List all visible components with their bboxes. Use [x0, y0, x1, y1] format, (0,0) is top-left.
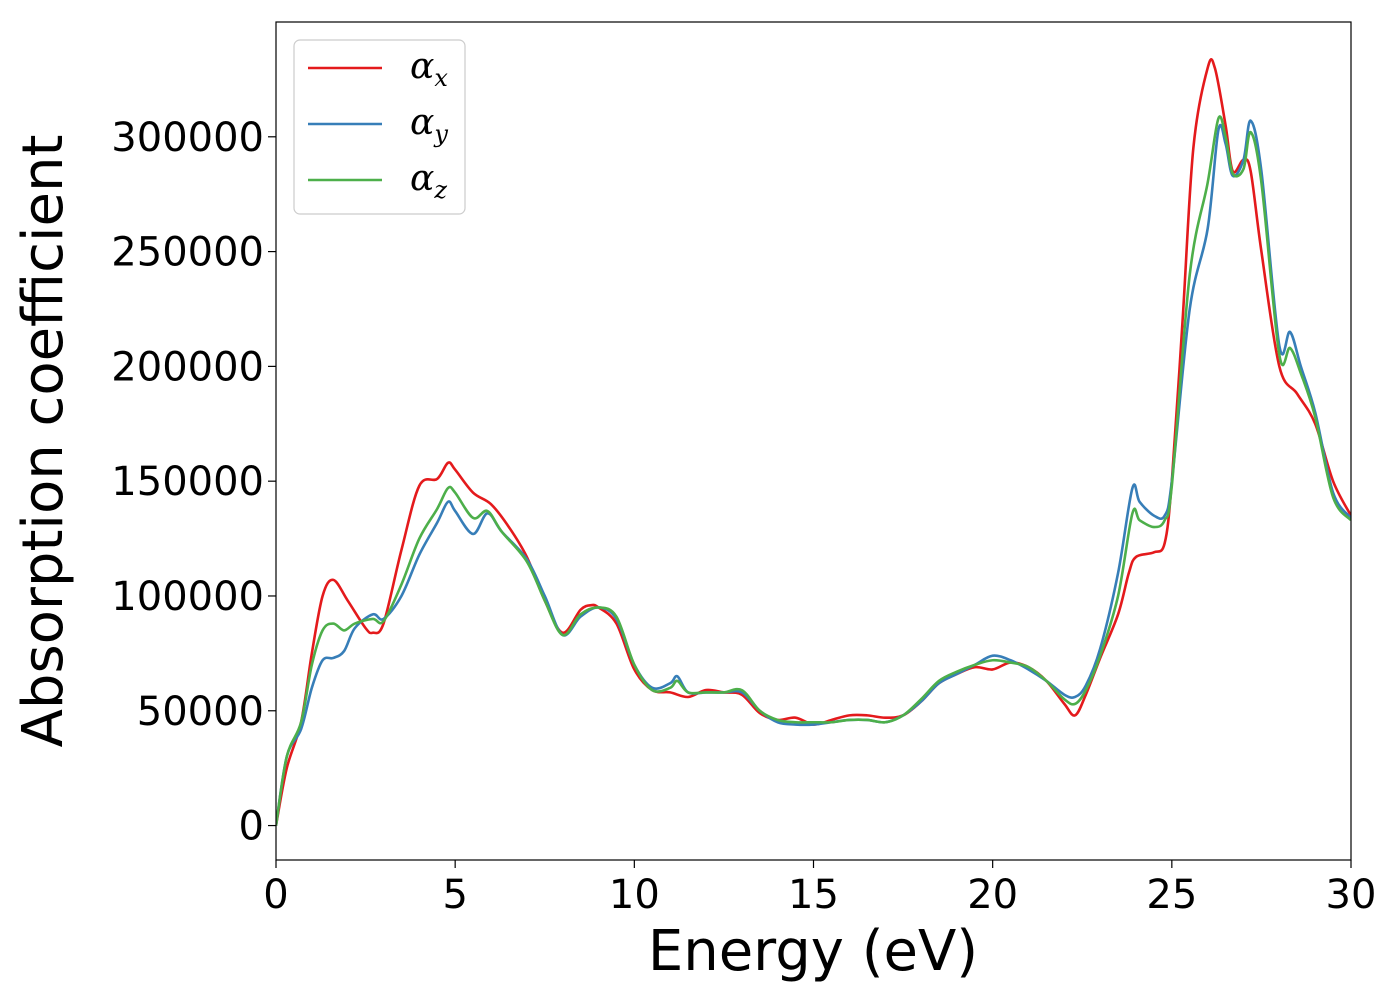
- x-tick-label: 20: [967, 872, 1018, 918]
- legend-label-z: αz: [410, 158, 447, 204]
- y-tick-label: 300000: [111, 115, 264, 161]
- y-tick-label: 200000: [111, 344, 264, 390]
- legend-label-x: αx: [410, 46, 448, 92]
- y-tick-label: 0: [239, 804, 264, 850]
- series-line-x: [276, 58, 1351, 826]
- x-tick-label: 15: [788, 872, 839, 918]
- series-line-z: [276, 115, 1351, 826]
- x-tick-label: 10: [609, 872, 660, 918]
- x-axis: 0 5 10 15 20 25 30: [263, 860, 1376, 918]
- x-axis-title: Energy (eV): [648, 919, 978, 984]
- legend-box: [293, 39, 466, 215]
- y-tick-label: 100000: [111, 574, 264, 620]
- x-tick-label: 30: [1326, 872, 1377, 918]
- y-tick-label: 250000: [111, 230, 264, 276]
- legend: αx αy αz: [293, 39, 466, 215]
- x-tick-label: 0: [263, 872, 288, 918]
- y-tick-label: 50000: [137, 689, 264, 735]
- legend-label-y: αy: [410, 102, 448, 148]
- y-axis-title: Absorption coefficient: [11, 135, 76, 748]
- x-tick-label: 5: [442, 872, 467, 918]
- y-tick-label: 150000: [111, 459, 264, 505]
- x-tick-label: 25: [1146, 872, 1197, 918]
- series-layer: [276, 58, 1351, 826]
- series-line-y: [276, 119, 1351, 826]
- y-axis: 0 50000 100000 150000 200000 250000 300000: [111, 115, 276, 850]
